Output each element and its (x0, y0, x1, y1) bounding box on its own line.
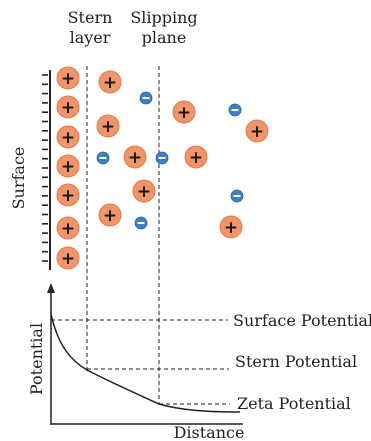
stern-layer-label-line1: Stern (68, 8, 113, 27)
svg-text:+: + (103, 206, 117, 226)
slipping-plane-label-line2: plane (142, 28, 187, 47)
svg-text:+: + (250, 122, 264, 142)
surface-potential-label: Surface Potential (233, 311, 371, 330)
svg-text:+: + (61, 98, 75, 118)
svg-text:+: + (103, 73, 117, 93)
negative-ion (228, 103, 242, 117)
positive-ion: + (98, 70, 122, 94)
distance-axis-label: Distance (174, 423, 245, 441)
negative-ion (155, 151, 169, 165)
negative-ion (139, 91, 153, 105)
positive-ion: + (56, 154, 80, 178)
positive-ion: + (96, 114, 120, 138)
positive-ion: + (56, 125, 80, 149)
svg-text:+: + (61, 249, 75, 269)
negative-ion (230, 189, 244, 203)
stern-potential-label: Stern Potential (235, 352, 357, 371)
positive-ion: + (184, 145, 208, 169)
potential-decay-curve (50, 313, 241, 413)
positive-ion: + (132, 179, 156, 203)
positive-ion: + (98, 203, 122, 227)
zeta-potential-label: Zeta Potential (237, 394, 351, 413)
negative-ion (96, 151, 110, 165)
svg-text:+: + (61, 219, 75, 239)
svg-text:+: + (128, 148, 142, 168)
positive-ion: + (219, 215, 243, 239)
positive-ion: + (56, 246, 80, 270)
surface-label: Surface (9, 147, 28, 210)
potential-axis-label: Potential (27, 323, 46, 395)
positive-ion: + (245, 119, 269, 143)
surface-ticks (42, 74, 48, 262)
positive-ion: + (56, 95, 80, 119)
slipping-plane-label-line1: Slipping (130, 8, 197, 27)
svg-text:+: + (137, 182, 151, 202)
svg-text:+: + (224, 218, 238, 238)
ions-group: + + + + + + + + + + + + + + + + (56, 66, 269, 270)
potential-y-axis-arrow (47, 283, 55, 293)
svg-text:+: + (189, 148, 203, 168)
svg-text:+: + (61, 186, 75, 206)
stern-layer-label-line2: layer (70, 28, 111, 47)
negative-ion (134, 216, 148, 230)
positive-ion: + (56, 216, 80, 240)
svg-text:+: + (177, 103, 191, 123)
svg-text:+: + (61, 157, 75, 177)
svg-text:+: + (101, 117, 115, 137)
positive-ion: + (56, 183, 80, 207)
positive-ion: + (56, 66, 80, 90)
positive-ion: + (172, 100, 196, 124)
positive-ion: + (123, 145, 147, 169)
svg-text:+: + (61, 69, 75, 89)
svg-text:+: + (61, 128, 75, 148)
